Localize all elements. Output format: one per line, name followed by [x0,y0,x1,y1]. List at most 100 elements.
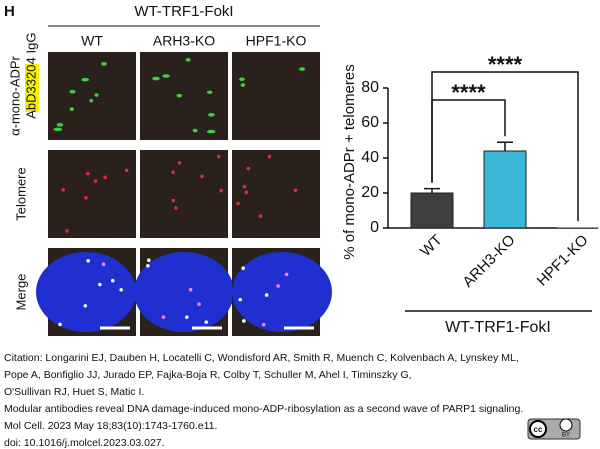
y-axis-label: % of mono-ADPr + telomeres [341,64,358,260]
spot [161,315,166,319]
spot [236,201,240,206]
spot [238,297,243,302]
spot [299,67,306,71]
y-tick-label: 0 [370,219,379,236]
spot [152,76,160,81]
significance-bracket [431,71,579,222]
panel-label: H [4,3,15,20]
spot [171,198,176,203]
cc-text: cc [534,425,543,434]
spot [267,154,272,159]
spot [100,62,107,66]
spot [86,171,90,176]
spot [244,190,249,195]
spot [192,128,198,133]
error-bar [424,187,440,193]
y-tick-label: 80 [361,79,379,96]
bar [483,150,527,229]
spot [124,168,129,173]
nucleus [36,252,136,332]
significance-label: **** [451,80,486,105]
spot [258,214,263,218]
spot [65,229,69,233]
column-header: WT [81,33,103,49]
spot [246,166,251,171]
spot [200,174,204,179]
column-header: HPF1-KO [246,33,307,49]
license-text: BY [562,433,570,439]
x-axis-label: WT-TRF1-FokI [445,319,551,336]
spot [119,287,123,292]
x-tick-label: ARH3-KO [459,232,518,291]
citation-line: O'Sullivan RJ, Huet S, Matic I. [4,386,144,398]
spot [86,259,91,263]
error-bar [497,141,513,151]
micrograph [232,150,320,238]
citation-line: Modular antibodies reveal DNA damage-ind… [4,403,523,415]
spot [101,262,106,267]
micrograph [48,52,136,140]
micrograph [232,52,320,140]
spot [188,287,193,292]
spot [98,282,102,287]
spot [219,188,224,193]
spot [238,77,245,82]
spot [69,107,74,111]
spot [241,266,245,270]
row-label: α-mono-ADPr [7,55,22,135]
spot [206,129,216,134]
spot [284,272,289,277]
spot [176,93,183,98]
significance-label: **** [488,52,523,77]
spot [61,187,65,192]
citation: Citation: Longarini EJ, Dauben H, Locate… [4,352,523,449]
micrographs: WT ARH3-KO HPF1-KO [36,33,332,336]
spot [204,320,209,324]
spot [53,127,63,132]
nucleus [232,252,332,332]
nucleus [134,252,234,332]
spot [147,258,151,263]
micrograph [140,150,228,238]
spot [103,175,107,180]
spot [93,179,98,183]
spot [89,98,94,103]
spot [69,89,76,94]
bar [557,227,599,228]
citation-line: Mol Cell. 2023 May 18;83(10):1743-1760.e… [4,420,217,432]
bar [410,192,454,229]
citation-line: doi: 10.1016/j.molcel.2023.03.027. [4,437,165,449]
spot [206,90,213,95]
spot [83,303,88,308]
spot [185,315,189,319]
spot [293,188,298,193]
spot [216,154,221,159]
spot [146,263,150,268]
spot [110,278,115,283]
spot [58,322,62,327]
y-tick-label: 20 [361,184,379,201]
y-tick-label: 40 [361,149,379,166]
spot [242,184,247,189]
citation-line: Pope A, Bonfiglio JJ, Jurado EP, Fajka-B… [4,369,412,381]
y-tick-label: 60 [361,114,379,131]
x-tick-label: HPF1-KO [534,232,592,290]
row-label: AbD33204 [23,57,38,118]
spot [56,122,64,127]
x-tick-label: WT [417,232,446,261]
spot [171,170,175,175]
spot [242,319,246,323]
spot [197,302,201,306]
spot [264,293,269,297]
column-header: ARH3-KO [153,33,215,49]
spot [177,160,182,165]
by-icon [559,418,573,432]
cc-icon [529,420,547,438]
spot [174,206,178,210]
row-label: Merge [13,274,28,311]
highlight [25,64,39,112]
micrograph [48,150,136,238]
spot [240,83,246,87]
row-label: IgG [23,33,38,54]
